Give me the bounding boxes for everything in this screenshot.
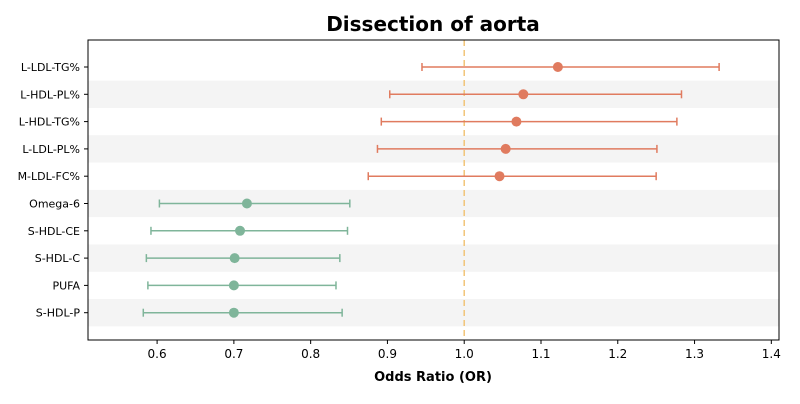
data-marks	[142, 62, 720, 318]
y-tick-label: L-LDL-PL%	[22, 143, 80, 156]
x-tick-label: 1.4	[762, 347, 781, 361]
x-axis-ticks: 0.6 0.7 0.8 0.9 1.0 1.1 1.2 1.3 1.4	[148, 340, 781, 361]
x-tick-label: 1.1	[531, 347, 550, 361]
y-tick-label: Omega-6	[29, 198, 80, 211]
or-point	[494, 171, 505, 182]
y-tick-label: S-HDL-C	[35, 252, 81, 265]
plot-frame	[87, 39, 780, 341]
y-tick-label: S-HDL-CE	[28, 225, 80, 238]
x-tick-label: 0.7	[224, 347, 243, 361]
or-point	[228, 307, 239, 318]
x-tick-label: 1.3	[685, 347, 704, 361]
or-point	[228, 280, 239, 291]
or-point	[229, 253, 240, 264]
y-tick-label: L-HDL-PL%	[20, 88, 80, 101]
x-tick-label: 1.2	[608, 347, 627, 361]
x-tick-label: 1.0	[455, 347, 474, 361]
chart-title: Dissection of aorta	[326, 12, 540, 36]
y-tick-label: L-HDL-TG%	[19, 116, 80, 129]
x-tick-label: 0.9	[378, 347, 397, 361]
or-point	[500, 143, 511, 154]
or-point	[235, 225, 246, 236]
or-point	[552, 62, 563, 72]
or-point	[241, 198, 252, 209]
or-point	[518, 89, 529, 100]
x-tick-label: 0.6	[148, 347, 167, 361]
y-tick-label: PUFA	[52, 279, 80, 292]
x-tick-label: 0.8	[301, 347, 320, 361]
or-point	[511, 116, 522, 127]
y-tick-label: S-HDL-P	[36, 307, 81, 320]
y-tick-label: L-LDL-TG%	[21, 61, 80, 74]
y-tick-label: M-LDL-FC%	[18, 170, 80, 183]
y-axis-ticks: L-LDL-TG% L-HDL-PL% L-HDL-TG% L-LDL-PL% M-LD…	[18, 61, 88, 320]
x-axis-label: Odds Ratio (OR)	[374, 370, 492, 385]
